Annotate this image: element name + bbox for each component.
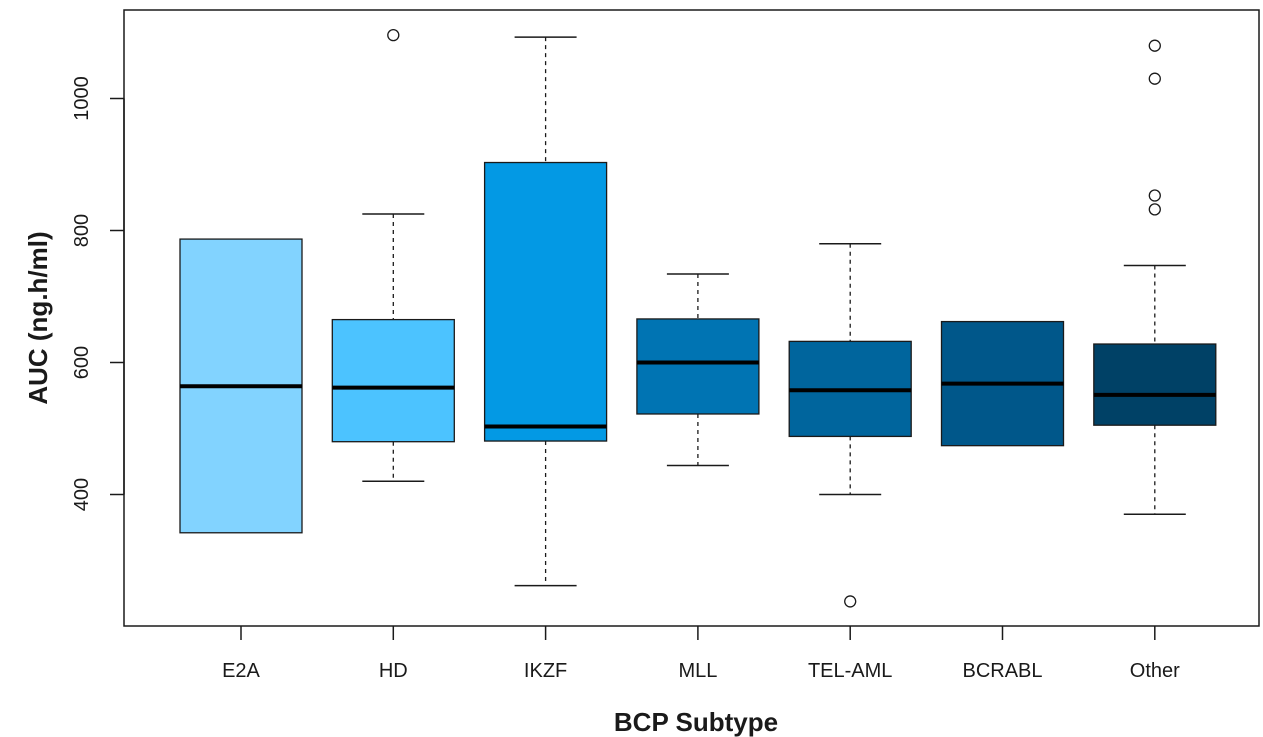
x-tick-label: TEL-AML xyxy=(808,660,892,682)
iqr-box xyxy=(483,161,608,442)
y-axis: 400 600 800 1000 xyxy=(71,76,125,511)
y-tick-label: 600 xyxy=(71,346,93,379)
outlier-point xyxy=(1148,203,1161,216)
box-other xyxy=(1093,39,1217,516)
outlier-point xyxy=(1148,72,1161,85)
x-tick-label: HD xyxy=(379,660,408,682)
outlier-point xyxy=(387,28,400,42)
x-tick-label: E2A xyxy=(222,660,260,682)
x-tick-label: BCRABL xyxy=(962,660,1042,682)
iqr-box xyxy=(636,318,760,415)
box-tel-aml xyxy=(788,242,912,608)
outlier-point xyxy=(844,595,857,608)
box-hd xyxy=(331,28,455,483)
x-tick-label: MLL xyxy=(678,660,717,682)
iqr-box xyxy=(331,318,455,443)
x-axis: E2A HD IKZF MLL TEL-AML BCRABL Other xyxy=(222,626,1180,682)
box-e2a xyxy=(179,238,303,534)
box-mll xyxy=(636,273,760,467)
box-series xyxy=(179,28,1217,608)
outlier-point xyxy=(1148,189,1161,202)
iqr-box xyxy=(1093,343,1217,426)
y-tick-label: 1000 xyxy=(71,76,93,121)
x-tick-label: IKZF xyxy=(524,660,567,682)
outlier-point xyxy=(1148,39,1161,52)
x-axis-title: BCP Subtype xyxy=(614,707,778,737)
y-axis-title: AUC (ng.h/ml) xyxy=(23,231,53,404)
x-tick-label: Other xyxy=(1130,660,1180,682)
y-tick-label: 800 xyxy=(71,214,93,247)
box-bcrabl xyxy=(940,320,1065,447)
y-tick-label: 400 xyxy=(71,478,93,511)
box-ikzf xyxy=(483,36,608,587)
